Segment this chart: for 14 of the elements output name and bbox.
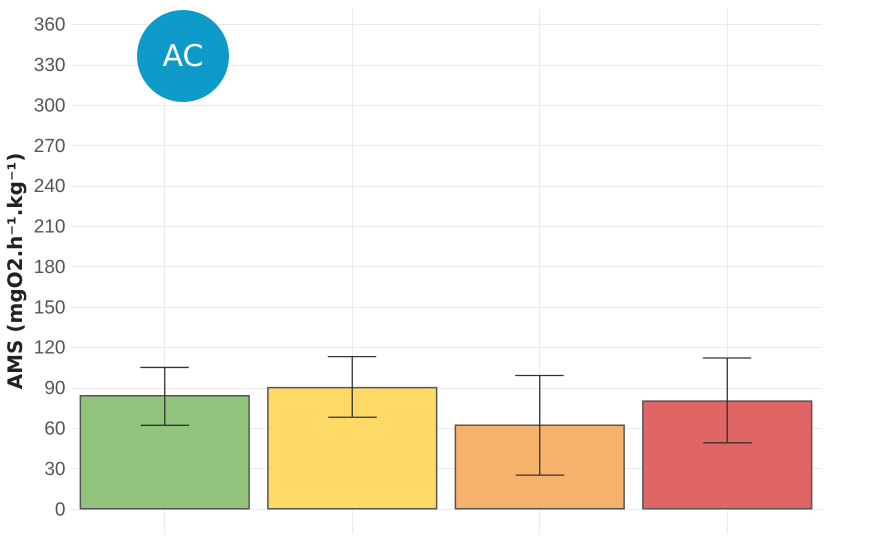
y-tick-label: 90 xyxy=(44,378,66,400)
y-tick-label: 180 xyxy=(34,256,66,278)
y-tick-label: 120 xyxy=(34,338,66,359)
y-tick-label: 60 xyxy=(44,418,66,440)
y-tick-label: 0 xyxy=(54,499,66,520)
y-tick-label: 240 xyxy=(34,176,66,198)
y-axis-title: AMS (mgO2.h⁻¹.kg⁻¹) xyxy=(2,152,27,390)
y-tick-label: 210 xyxy=(34,216,66,238)
y-tick-label: 270 xyxy=(34,136,66,157)
y-tick-label: 150 xyxy=(34,297,66,318)
y-tick-label: 360 xyxy=(34,14,66,36)
y-tick-label: 330 xyxy=(34,55,66,76)
y-tick-label: 300 xyxy=(34,95,66,116)
y-tick-label: 30 xyxy=(44,458,66,480)
